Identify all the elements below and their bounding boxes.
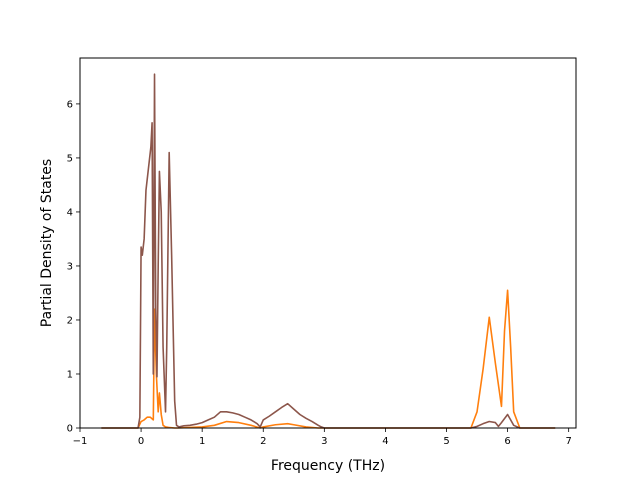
plot-area [80,58,576,428]
x-tick-label: 6 [504,436,510,447]
y-tick-label: 6 [67,99,73,110]
x-tick-label: 3 [321,436,327,447]
y-tick-label: 4 [67,207,73,218]
y-axis: 0 1 2 3 4 5 6 [67,99,80,435]
x-tick-label: −1 [73,436,88,447]
y-tick-label: 5 [67,153,73,164]
y-axis-label: Partial Density of States [39,159,55,327]
x-tick-label: 0 [138,436,144,447]
y-tick-label: 3 [67,261,73,272]
x-tick-label: 1 [199,436,205,447]
series-line-1 [101,73,556,429]
x-axis: −1 0 1 2 3 4 5 6 7 [73,428,572,447]
x-tick-label: 5 [443,436,449,447]
series-line-0 [101,289,556,429]
x-axis-label: Frequency (THz) [271,458,385,474]
x-tick-label: 4 [382,436,388,447]
series-layer [101,73,556,429]
plot-frame [79,57,577,429]
y-tick-label: 0 [67,424,73,435]
y-tick-label: 1 [67,369,73,380]
y-tick-label: 2 [67,315,73,326]
x-tick-label: 7 [565,436,571,447]
x-tick-label: 2 [260,436,266,447]
